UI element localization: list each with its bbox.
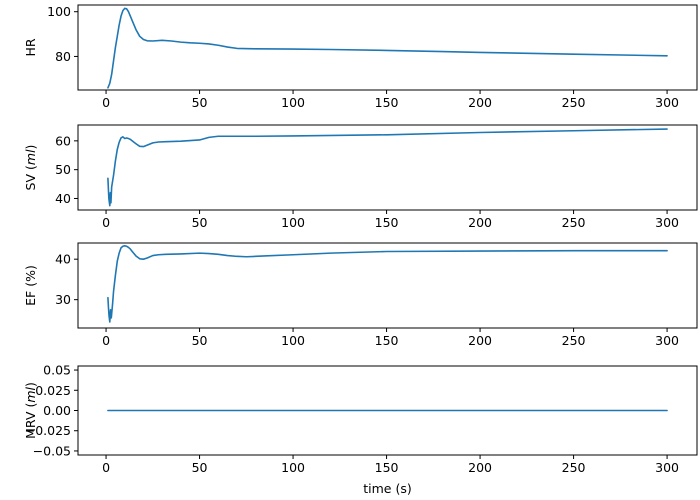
y-axis-label: EF (%) xyxy=(23,265,38,306)
y-tick-label: 80 xyxy=(55,49,71,64)
x-tick-label: 200 xyxy=(468,460,492,475)
series-line xyxy=(107,128,668,207)
x-tick-label: 200 xyxy=(468,215,492,230)
y-tick-label: 0.025 xyxy=(35,383,71,398)
x-tick-label: 150 xyxy=(375,95,399,110)
y-tick-label: 40 xyxy=(55,252,71,267)
y-tick-label: 30 xyxy=(55,292,71,307)
x-tick-label: 50 xyxy=(192,333,208,348)
y-tick-label: 60 xyxy=(55,133,71,148)
series-line xyxy=(107,7,668,89)
x-tick-label: 150 xyxy=(375,333,399,348)
x-tick-label: 300 xyxy=(655,460,679,475)
subplot-4: 0 50 100 150 200 250 300 −0.05 −0.025 0.00 0.025 0.… xyxy=(23,363,698,496)
y-tick-label: 40 xyxy=(55,191,71,206)
subplot-3: 0 50 100 150 200 250 300 30 40 EF (%) xyxy=(23,242,698,348)
x-axis-label: time (s) xyxy=(363,481,411,496)
x-tick-label: 150 xyxy=(375,215,399,230)
y-tick-label: 100 xyxy=(47,4,71,19)
x-tick-label: 300 xyxy=(655,95,679,110)
x-tick-label: 0 xyxy=(102,95,110,110)
x-tick-label: 200 xyxy=(468,333,492,348)
x-tick-label: 50 xyxy=(192,215,208,230)
y-axis-label: SV (ml) xyxy=(23,145,38,191)
x-tick-label: 300 xyxy=(655,215,679,230)
axes-frame xyxy=(77,4,698,91)
x-tick-label: 0 xyxy=(102,460,110,475)
x-tick-label: 0 xyxy=(102,215,110,230)
x-tick-label: 100 xyxy=(281,460,305,475)
axes-frame xyxy=(77,242,698,329)
y-axis-label: MRV (ml) xyxy=(23,382,38,439)
x-tick-label: 250 xyxy=(562,215,586,230)
y-tick-label: 0.05 xyxy=(43,363,71,378)
x-tick-label: 100 xyxy=(281,95,305,110)
x-tick-label: 250 xyxy=(562,460,586,475)
x-tick-label: 100 xyxy=(281,215,305,230)
y-tick-label: 0.00 xyxy=(43,403,71,418)
series-line xyxy=(107,245,668,323)
axes-frame xyxy=(77,124,698,211)
subplot-1: 0 50 100 150 200 250 300 80 100 HR xyxy=(23,4,698,110)
x-tick-label: 200 xyxy=(468,95,492,110)
y-axis-label: HR xyxy=(23,38,38,56)
x-tick-label: 100 xyxy=(281,333,305,348)
y-tick-label: 50 xyxy=(55,162,71,177)
y-tick-label: −0.025 xyxy=(25,423,71,438)
subplot-2: 0 50 100 150 200 250 300 40 50 60 SV (ml) xyxy=(23,124,698,230)
x-tick-label: 50 xyxy=(192,460,208,475)
x-tick-label: 300 xyxy=(655,333,679,348)
y-tick-label: −0.05 xyxy=(33,443,71,458)
x-tick-label: 150 xyxy=(375,460,399,475)
x-tick-label: 50 xyxy=(192,95,208,110)
x-tick-label: 250 xyxy=(562,95,586,110)
x-tick-label: 0 xyxy=(102,333,110,348)
x-tick-label: 250 xyxy=(562,333,586,348)
